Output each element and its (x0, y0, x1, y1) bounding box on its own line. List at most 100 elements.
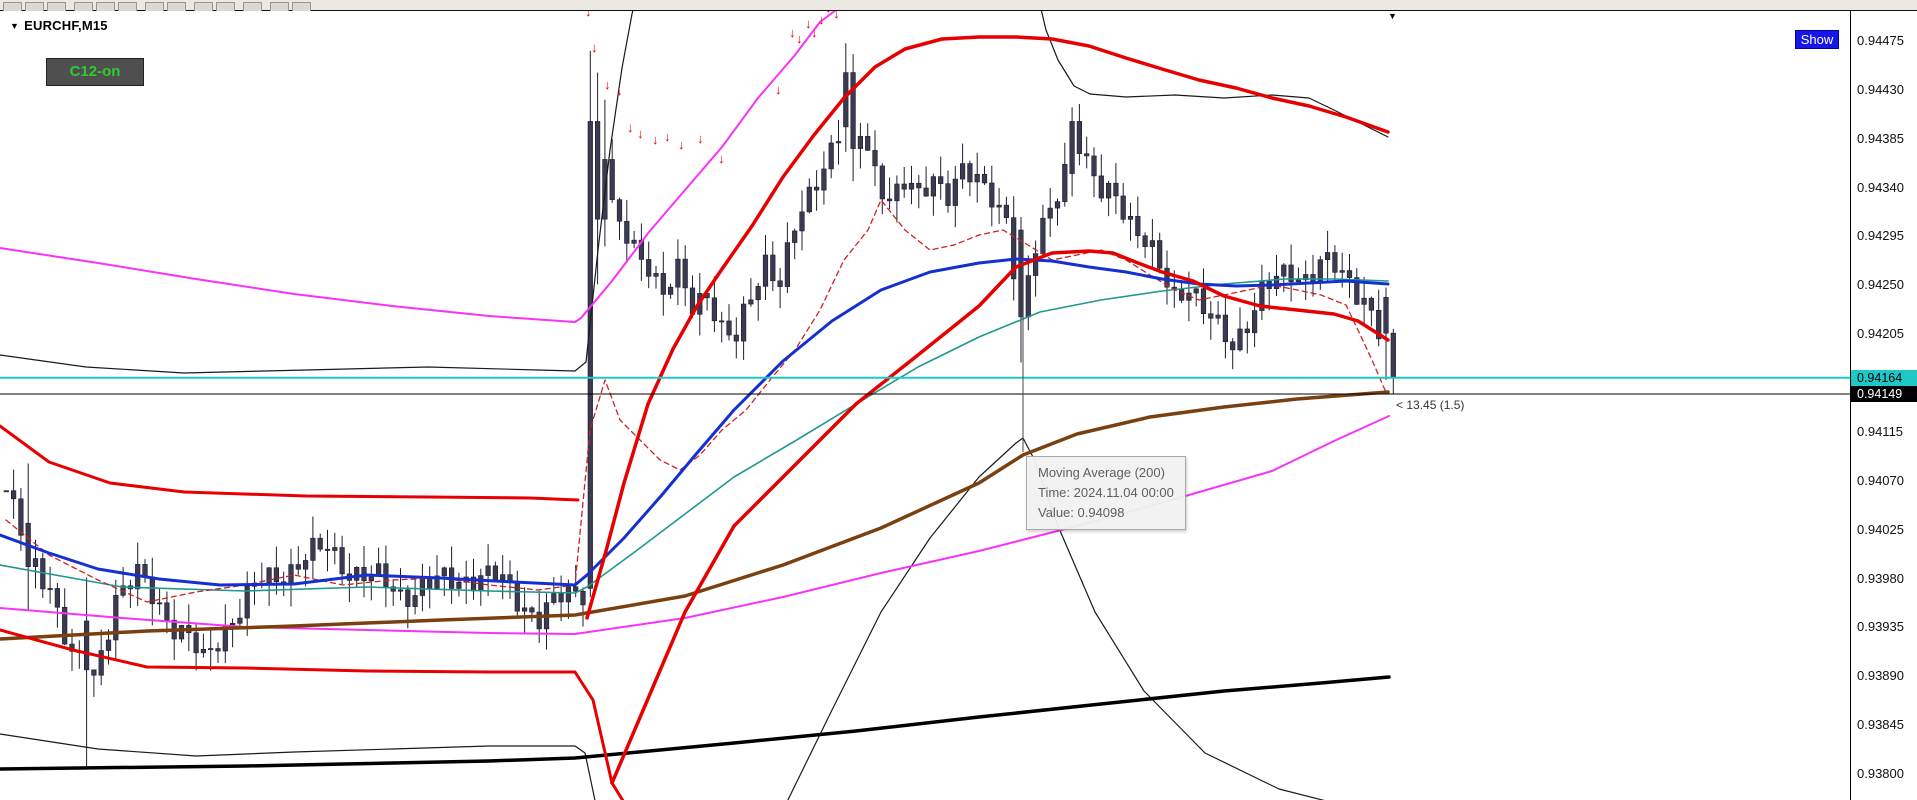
candle-body (1025, 275, 1031, 318)
candle-body (711, 297, 717, 322)
candle-body (762, 254, 769, 287)
candle-body (1091, 155, 1097, 177)
axis-price-label: 0.93980 (1857, 570, 1904, 586)
crosshair-measure-label: < 13.45 (1.5) (1396, 398, 1465, 412)
candle-body (1164, 267, 1170, 288)
candle-body (828, 142, 834, 170)
candle-body (770, 254, 776, 282)
candle-body (660, 273, 666, 295)
candle-body (1003, 204, 1009, 218)
candle-body (11, 490, 17, 500)
candle-body (952, 178, 958, 206)
symbol-dropdown-icon[interactable]: ▼ (10, 21, 20, 31)
candle-body (427, 577, 433, 589)
candle-body (901, 183, 907, 190)
toolbar-icon-stub[interactable] (74, 2, 93, 11)
axis-price-label: 0.93845 (1857, 717, 1904, 733)
sell-arrow-icon: ↓ (775, 82, 782, 97)
candle-body (886, 198, 893, 202)
price-axis[interactable]: 0.94164 0.94149 0.94475 0.94430 0.94385 0.9… (1850, 11, 1917, 800)
top-toolbar (0, 0, 1917, 11)
candle-body (1361, 297, 1367, 305)
toolbar-icon-stub[interactable] (118, 2, 137, 11)
toolbar-icon-stub[interactable] (194, 2, 213, 11)
indicator-bollinger_upper_right (1038, 0, 1389, 138)
candle-body (1390, 332, 1396, 379)
sell-arrow-icon: ↓ (796, 31, 803, 46)
candle-body (302, 560, 309, 570)
candle-body (536, 611, 542, 630)
candle-body (638, 239, 644, 260)
show-button[interactable]: Show (1795, 30, 1839, 49)
toolbar-icon-stub[interactable] (216, 2, 235, 11)
candle-body (1157, 240, 1163, 269)
sell-arrow-icon: ↓ (818, 12, 825, 27)
candle-body (1346, 270, 1353, 278)
candle-body (98, 650, 104, 676)
candle-body (32, 558, 39, 567)
toolbar-icon-stub[interactable] (292, 2, 311, 11)
toolbar-icon-stub[interactable] (96, 2, 115, 11)
candle-body (894, 183, 900, 202)
candle-body (857, 136, 863, 149)
axis-price-label: 0.93935 (1857, 619, 1904, 635)
toolbar-icon-stub[interactable] (270, 2, 289, 11)
sell-arrow-icon: ↓ (678, 137, 685, 152)
candle-body (1325, 252, 1331, 261)
chart-canvas[interactable] (0, 0, 1850, 800)
candle-body (755, 286, 761, 301)
toolbar-icon-stub[interactable] (47, 2, 66, 11)
indicator-red_band_rising (585, 35, 1390, 620)
candle-body (1011, 217, 1017, 280)
candle-body (1303, 274, 1309, 281)
candle-body (1237, 328, 1243, 351)
candle-body (916, 182, 922, 189)
candle-body (1295, 279, 1301, 283)
symbol-timeframe-label: ▼ EURCHF,M15 (10, 18, 108, 33)
candle-body (938, 176, 944, 184)
toolbar-icon-stub[interactable] (145, 2, 164, 11)
toolbar-icon-stub[interactable] (167, 2, 186, 11)
toolbar-icon-stub[interactable] (25, 2, 44, 11)
indicator-magenta_ma_upper (0, 0, 850, 323)
candle-body (18, 498, 24, 536)
candle-body (354, 566, 360, 581)
candle-body (295, 564, 301, 570)
candle-body (1179, 288, 1185, 301)
candle-body (47, 588, 53, 590)
candle-body (1135, 216, 1141, 237)
tooltip-value: Value: 0.94098 (1038, 505, 1125, 520)
candle-body (1376, 309, 1382, 340)
sell-arrow-icon: ↓ (664, 129, 671, 144)
candle-body (682, 258, 688, 289)
c12-toggle-button[interactable]: C12-on (46, 58, 144, 86)
candle-body (456, 581, 462, 589)
candle-body (208, 648, 214, 651)
candle-body (1127, 216, 1134, 220)
candle-body (653, 273, 659, 277)
candle-body (91, 669, 97, 676)
candle-body (1215, 314, 1221, 319)
candle-body (200, 649, 207, 654)
candle-body (594, 121, 601, 220)
axis-price-label: 0.94340 (1857, 179, 1904, 195)
chart-shift-icon[interactable]: ▼ (1388, 11, 1397, 21)
toolbar-icon-stub[interactable] (243, 2, 262, 11)
candle-body (62, 606, 68, 645)
candle-body (1332, 252, 1338, 273)
axis-price-label: 0.94475 (1857, 33, 1904, 48)
axis-price-label: 0.94250 (1857, 277, 1904, 293)
candle-body (813, 186, 820, 191)
candle-body (624, 220, 630, 244)
candle-body (1339, 270, 1345, 273)
bid-price-badge: 0.94164 (1851, 369, 1917, 386)
candle-body (1368, 297, 1374, 311)
candle-body (792, 230, 798, 243)
candle-body (485, 565, 491, 576)
candle-body (1142, 235, 1148, 247)
candle-body (1106, 182, 1112, 199)
toolbar-icon-stub[interactable] (3, 2, 22, 11)
sell-arrow-icon: ↓ (591, 40, 598, 55)
candle-body (580, 590, 586, 606)
